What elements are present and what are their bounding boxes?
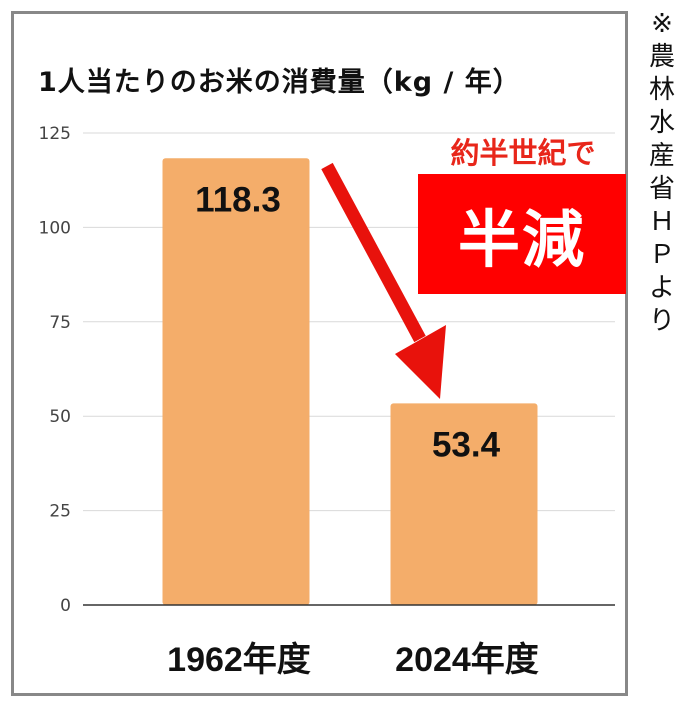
source-note-char: 林 — [648, 75, 675, 105]
bar — [162, 158, 310, 605]
source-note-char: 農 — [648, 42, 675, 72]
callout-caption: 約半世紀で — [450, 136, 596, 170]
chart-title: 1人当たりのお米の消費量（kg / 年） — [38, 67, 521, 98]
source-note: ※ 農林水産省 Ｈ Ｐ より — [640, 8, 684, 338]
arrow-head — [395, 325, 446, 399]
source-note-char: ※ — [651, 9, 673, 39]
y-tick-label: 0 — [60, 596, 71, 616]
source-note-char: り — [648, 306, 675, 336]
chart-frame: 1人当たりのお米の消費量（kg / 年） 0 25 50 75 100 125 118.3 1… — [11, 11, 628, 696]
bar — [390, 403, 538, 605]
y-tick-label: 50 — [49, 407, 71, 427]
y-tick-label: 75 — [49, 313, 71, 333]
source-note-char: 産 — [648, 141, 675, 171]
source-note-char: よ — [648, 273, 675, 303]
source-note-char: 水 — [648, 108, 675, 138]
data-label: 53.4 — [432, 425, 501, 464]
x-category-label: 1962年度 — [167, 641, 311, 679]
source-note-char: Ｈ — [648, 207, 675, 237]
y-tick-label: 25 — [49, 502, 71, 522]
arrow-shaft — [321, 162, 426, 343]
data-label: 118.3 — [195, 180, 281, 219]
y-tick-label: 100 — [39, 218, 71, 238]
y-tick-label: 125 — [39, 124, 71, 144]
source-note-char: 省 — [648, 174, 675, 204]
callout-highlight-text: 半減 — [457, 203, 586, 276]
source-note-char: Ｐ — [648, 240, 675, 270]
x-category-label: 2024年度 — [395, 641, 539, 679]
bar-chart: 0 25 50 75 100 125 118.3 1962年度 53.4 2024年度 — [39, 124, 615, 679]
callout-highlight-box: 半減 — [418, 174, 626, 294]
